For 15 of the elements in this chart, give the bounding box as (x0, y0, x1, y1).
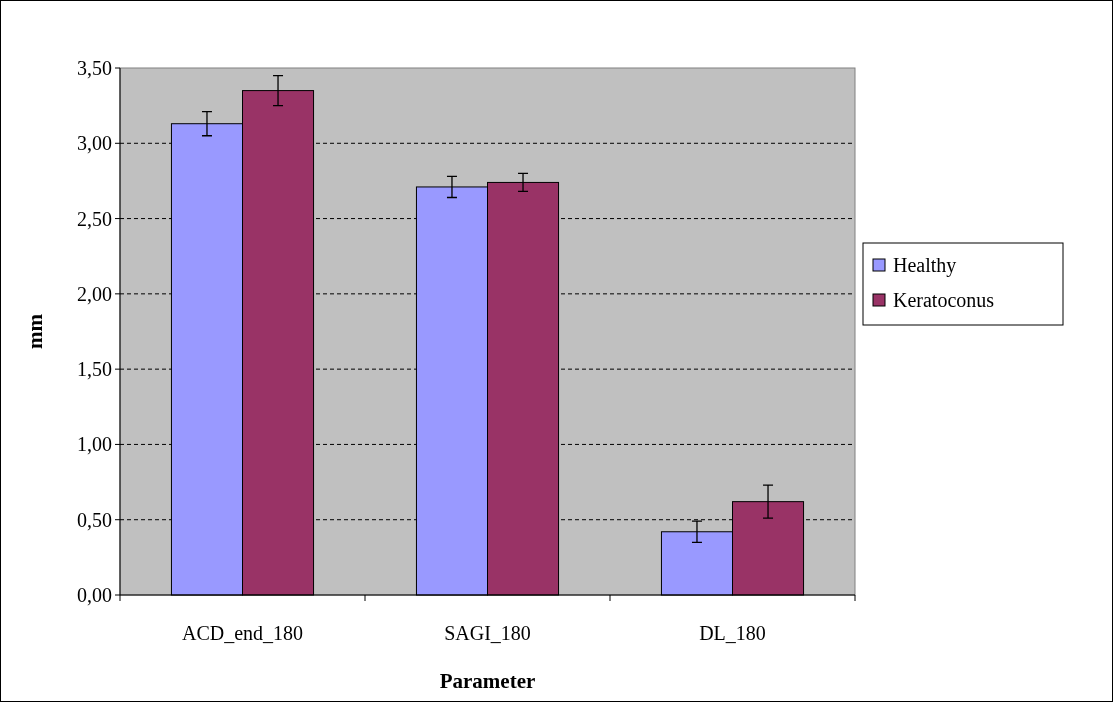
y-tick-label: 3,00 (77, 132, 112, 155)
y-tick-label: 2,50 (77, 207, 112, 230)
x-tick-label: DL_180 (699, 622, 766, 644)
x-axis-title: Parameter (439, 669, 536, 693)
y-tick-label: 1,50 (77, 358, 112, 381)
legend-label: Keratoconus (893, 289, 995, 311)
y-tick-label: 0,00 (77, 584, 112, 606)
y-axis-title: mm (23, 313, 47, 349)
x-tick-label: SAGI_180 (444, 622, 531, 644)
y-tick-label: 3,50 (77, 57, 112, 79)
y-tick-label: 1,00 (77, 433, 112, 456)
y-tick-label: 2,00 (77, 282, 112, 305)
legend-label: Healthy (893, 254, 957, 277)
y-tick-label: 0,50 (77, 508, 112, 531)
x-tick-label: ACD_end_180 (181, 622, 304, 644)
